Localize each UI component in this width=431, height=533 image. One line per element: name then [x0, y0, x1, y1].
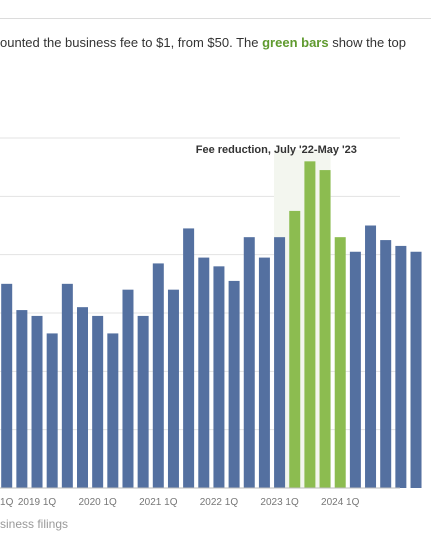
bar: [380, 240, 392, 488]
bar: [61, 283, 73, 488]
bar: [152, 263, 164, 488]
bar: [137, 315, 149, 488]
bar: [349, 251, 361, 488]
bar: [16, 310, 28, 488]
bar: [365, 225, 377, 488]
caption-highlight: green bars: [262, 35, 329, 50]
x-tick-label: 2024 1Q: [321, 497, 360, 508]
annotation-label: Fee reduction, July '22-May '23: [196, 144, 357, 156]
x-tick-label: 2022 1Q: [200, 497, 239, 508]
bar: [107, 333, 119, 488]
bar: [122, 289, 134, 488]
x-tick-label: 2021 1Q: [139, 497, 178, 508]
bar: [228, 280, 240, 488]
x-tick-label: 2023 1Q: [260, 497, 299, 508]
bar: [243, 237, 255, 488]
bar: [410, 251, 422, 488]
caption-text-after: show the top: [328, 35, 406, 50]
bar: [77, 307, 88, 488]
bar: [258, 257, 270, 488]
x-tick-label: 1Q: [0, 497, 14, 508]
bar: [198, 257, 210, 488]
bar: [183, 228, 195, 488]
bar-highlight: [319, 170, 331, 489]
bar: [1, 283, 13, 488]
bar: [167, 289, 179, 488]
chart-caption: ounted the business fee to $1, from $50.…: [0, 35, 431, 50]
bar-highlight: [289, 210, 301, 488]
x-tick-label: 2020 1Q: [78, 497, 117, 508]
bar: [31, 315, 43, 488]
top-divider: [0, 18, 431, 19]
bar: [213, 266, 225, 488]
bar: [46, 333, 58, 488]
bar: [395, 245, 407, 488]
bar-highlight: [304, 161, 316, 489]
bar: [274, 237, 286, 488]
caption-text-before: ounted the business fee to $1, from $50.…: [0, 35, 263, 50]
x-tick-label: 2019 1Q: [18, 497, 57, 508]
source-label: siness filings: [0, 517, 69, 531]
bar-highlight: [334, 237, 346, 488]
bar: [92, 315, 104, 488]
